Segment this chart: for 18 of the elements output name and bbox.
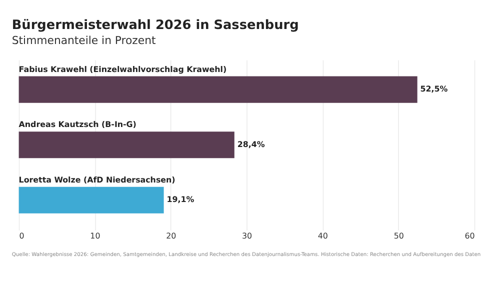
data-label: 52,5% (420, 84, 448, 94)
x-tick-label: 60 (464, 231, 475, 240)
chart-subtitle: Stimmenanteile in Prozent (12, 34, 156, 47)
chart-title: Bürgermeisterwahl 2026 in Sassenburg (12, 18, 299, 34)
x-tick-label: 40 (318, 231, 328, 240)
x-tick-label: 20 (166, 231, 176, 240)
y-tick-label: Andreas Kautzsch (B-In-G) (18, 120, 136, 130)
y-tick-label: Loretta Wolze (AfD Niedersachsen) (18, 175, 176, 184)
x-tick-label: 10 (90, 231, 100, 240)
x-tick-label: 0 (19, 231, 24, 240)
data-label: 19,1% (166, 195, 194, 204)
bar (18, 76, 418, 103)
y-tick-label: Fabius Krawehl (Einzelwahlvorschlag Krawehl) (18, 64, 227, 74)
x-tick-label: 50 (394, 231, 404, 240)
bar (18, 132, 234, 158)
data-label: 28,4% (237, 140, 265, 149)
bar (18, 186, 164, 214)
x-tick-label: 30 (242, 231, 252, 240)
